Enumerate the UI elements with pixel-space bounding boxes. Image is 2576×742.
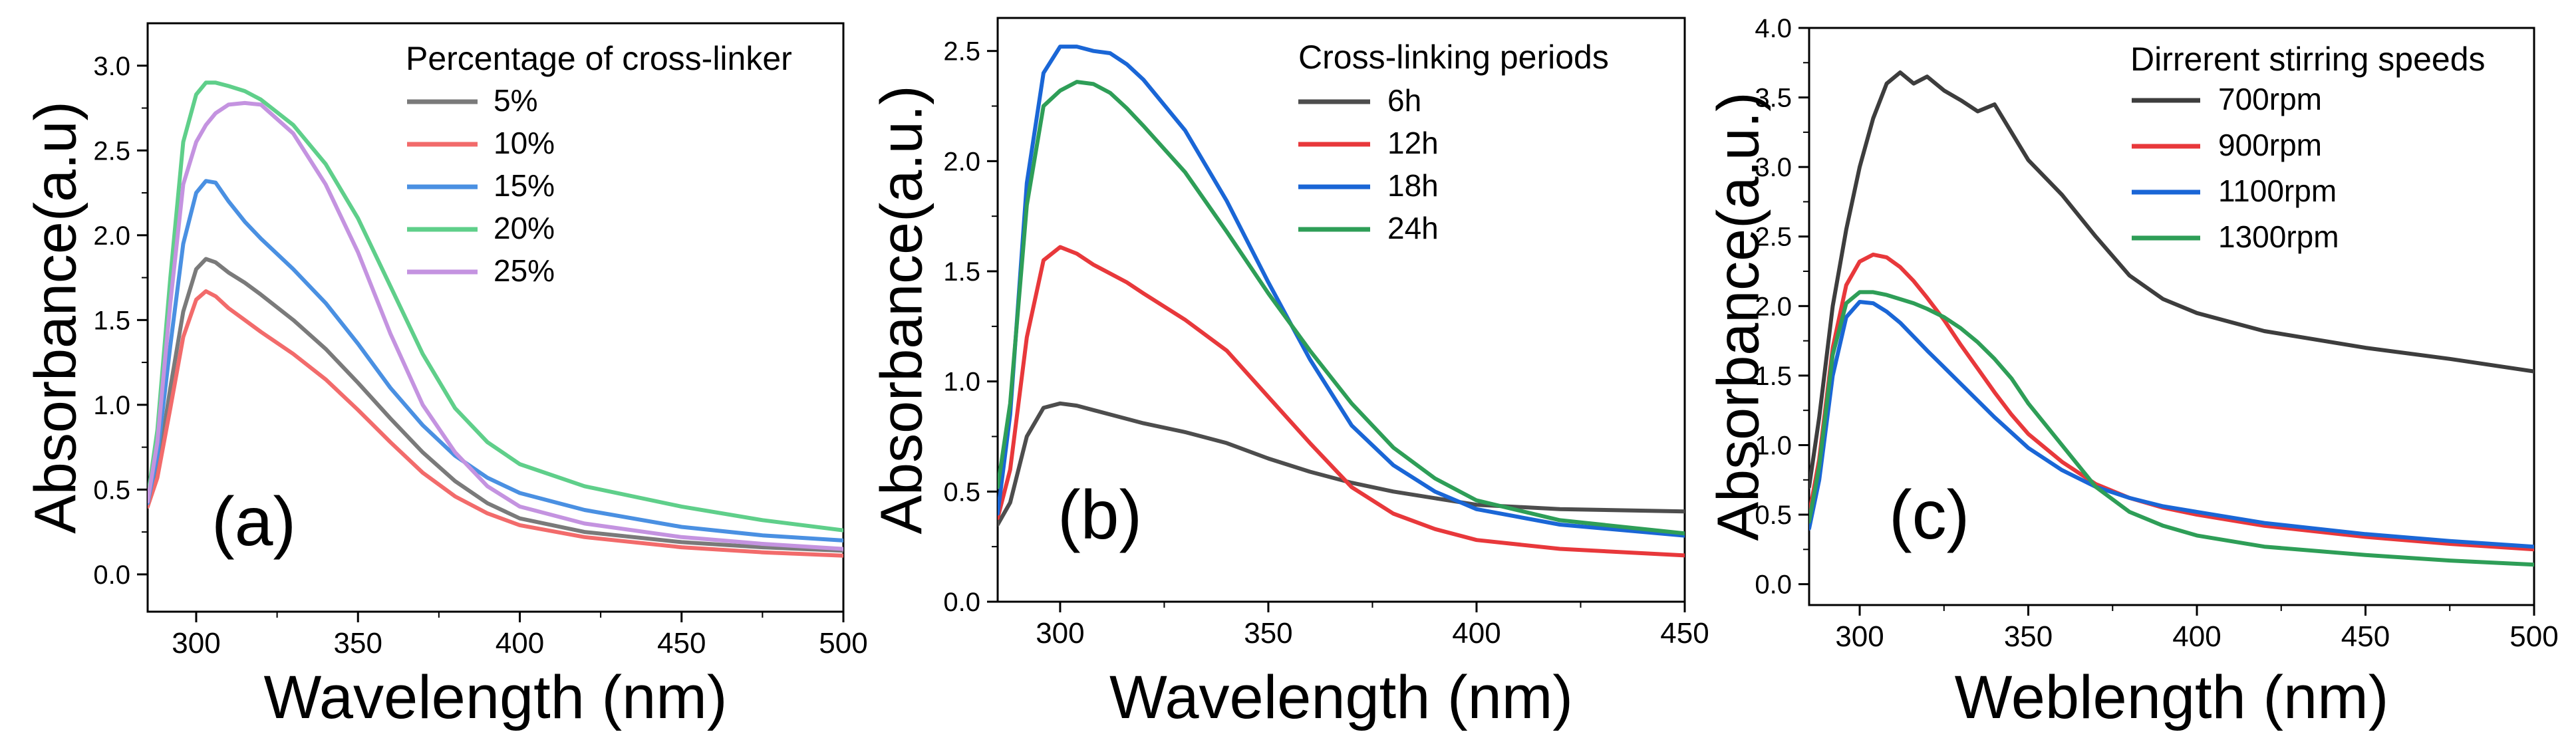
legend-entry-label: 900rpm (2218, 128, 2322, 162)
legend-entry-label: 5% (494, 83, 537, 118)
panel-label: (a) (212, 483, 296, 560)
legend-entry-label: 1300rpm (2218, 219, 2339, 254)
panel-a: 300 350 400 450 500 0.0 0.5 1.0 1.5 2.0 2.5 3.0 Wave… (22, 22, 868, 731)
y-tick-label: 1.0 (943, 368, 980, 397)
panel-c: 300 350 400 450 500 0.0 0.5 1.0 1.5 2.0 2.5 3.0 3.5 4… (1705, 14, 2558, 731)
x-tick-label: 350 (1244, 617, 1292, 650)
series-line-24h (998, 80, 1685, 536)
x-tick-label: 450 (1660, 617, 1709, 650)
x-tick-label: 400 (496, 627, 544, 660)
y-tick-label: 2.5 (1755, 223, 1792, 252)
x-tick-label: 400 (1452, 617, 1501, 650)
x-tick-label: 350 (334, 627, 382, 660)
legend-title: Dirrerent stirring speeds (2130, 41, 2486, 78)
y-tick-label: 0.0 (1755, 570, 1792, 600)
y-tick-label: 2.5 (943, 37, 980, 66)
legend-entry-label: 24h (1387, 211, 1439, 245)
panel-b: 300 350 400 450 0.0 0.5 1.0 1.5 2.0 2.5 Wavelength… (868, 17, 1709, 731)
panel-label: (c) (1889, 477, 1969, 554)
series-line-900rpm (1809, 252, 2534, 552)
y-axis-label: Absorbance(a.u.) (868, 85, 934, 534)
y-tick-label: 2.5 (93, 136, 130, 166)
plot-frame (146, 22, 845, 613)
legend-entry-label: 25% (494, 253, 555, 288)
legend-entry-label: 6h (1387, 83, 1421, 118)
series-line-20 (148, 80, 843, 533)
y-tick-label: 2.0 (93, 221, 130, 251)
y-tick-label: 1.0 (1755, 431, 1792, 460)
x-tick-label: 450 (657, 627, 706, 660)
x-tick-label: 400 (2172, 620, 2221, 653)
series-line-25 (148, 100, 843, 551)
y-tick-label: 0.5 (943, 477, 980, 507)
series-line-1100rpm (1809, 300, 2534, 549)
x-tick-label: 300 (172, 627, 220, 660)
legend-title: Cross-linking periods (1298, 39, 1609, 76)
legend-entry-label: 10% (494, 126, 555, 160)
series-line-10 (148, 289, 843, 558)
legend-entry-label: 700rpm (2218, 82, 2322, 116)
plot-frame (996, 17, 1686, 603)
legend-entry-label: 1100rpm (2218, 174, 2337, 208)
legend-entry-label: 18h (1387, 168, 1439, 203)
series-line-15 (148, 179, 843, 543)
x-tick-label: 500 (2509, 620, 2558, 653)
series-line-18h (998, 45, 1685, 538)
panel-label: (b) (1058, 477, 1142, 554)
y-tick-label: 3.5 (1755, 84, 1792, 113)
y-axis-label: Absorbance(a.u.) (1705, 92, 1771, 541)
series-line-12h (998, 245, 1685, 558)
series-line-6h (998, 401, 1685, 527)
y-tick-label: 3.0 (93, 52, 130, 81)
y-tick-label: 0.0 (943, 588, 980, 617)
x-tick-label: 350 (2004, 620, 2053, 653)
y-tick-label: 0.5 (93, 475, 130, 505)
y-tick-label: 3.0 (1755, 153, 1792, 182)
legend-entry-label: 12h (1387, 126, 1439, 160)
series-line-5 (148, 257, 843, 553)
legend-title: Percentage of cross-linker (406, 40, 792, 77)
legend-entry-label: 20% (494, 211, 555, 245)
y-tick-label: 2.0 (1755, 292, 1792, 321)
series-line-1300rpm (1809, 290, 2534, 567)
x-tick-label: 300 (1036, 617, 1084, 650)
y-tick-label: 0.5 (1755, 501, 1792, 530)
y-tick-label: 1.0 (93, 391, 130, 420)
x-axis-label: Weblength (nm) (1955, 664, 2389, 731)
y-tick-label: 1.5 (943, 257, 980, 287)
x-tick-label: 450 (2341, 620, 2390, 653)
y-axis-label: Absorbance(a.u) (22, 101, 88, 534)
plot-frame (1808, 27, 2535, 606)
series-line-700rpm (1809, 70, 2534, 489)
x-axis-label: Wavelength (nm) (263, 664, 727, 731)
legend-entry-label: 15% (494, 168, 555, 203)
y-tick-label: 1.5 (93, 306, 130, 335)
x-axis-label: Wavelength (nm) (1109, 664, 1573, 731)
y-tick-label: 1.5 (1755, 362, 1792, 391)
y-tick-label: 2.0 (943, 147, 980, 176)
x-tick-label: 300 (1835, 620, 1884, 653)
x-tick-label: 500 (819, 627, 867, 660)
y-tick-label: 4.0 (1755, 14, 1792, 43)
y-tick-label: 0.0 (93, 560, 130, 590)
